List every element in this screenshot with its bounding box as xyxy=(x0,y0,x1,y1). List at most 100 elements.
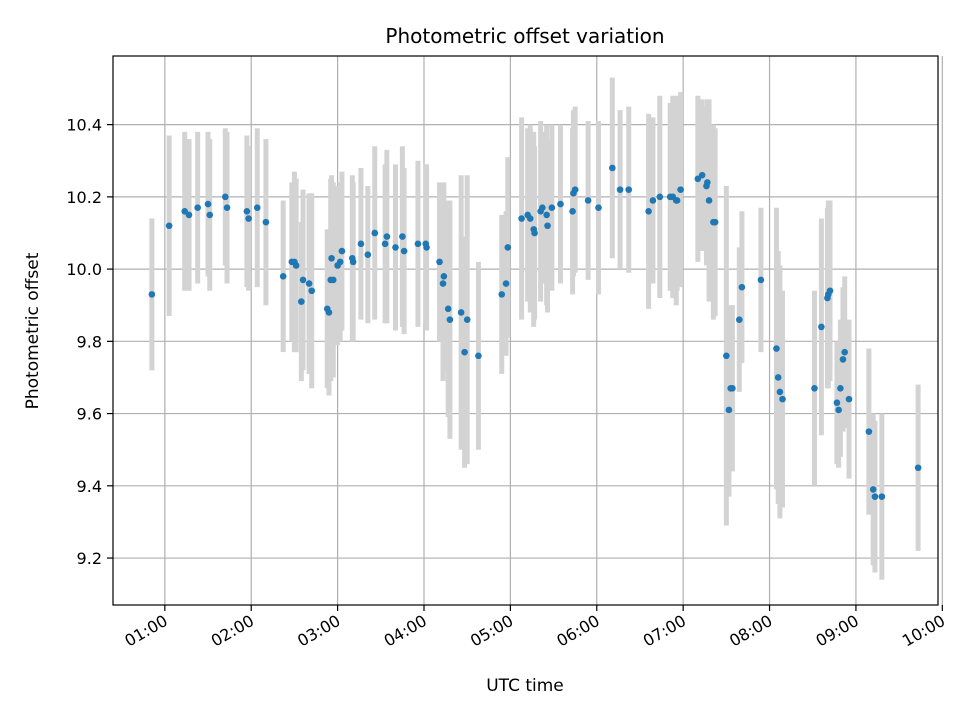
data-point xyxy=(584,197,592,204)
data-point xyxy=(649,197,657,204)
data-point xyxy=(181,208,189,215)
data-point xyxy=(616,186,624,193)
data-point xyxy=(869,486,877,493)
data-point xyxy=(569,208,576,215)
y-tick-label: 10.2 xyxy=(66,188,102,207)
data-point xyxy=(308,287,315,295)
data-point xyxy=(253,204,261,211)
data-point xyxy=(526,215,534,222)
data-point xyxy=(625,186,633,193)
data-point xyxy=(835,406,842,414)
data-point xyxy=(914,464,922,472)
data-point xyxy=(423,244,430,251)
data-point xyxy=(364,251,372,258)
data-point xyxy=(298,298,305,305)
data-point xyxy=(531,229,538,237)
data-point xyxy=(677,186,684,193)
data-point xyxy=(818,323,825,331)
data-point xyxy=(776,388,784,396)
data-point xyxy=(571,186,579,193)
data-point xyxy=(673,197,681,204)
data-point xyxy=(371,229,379,237)
data-point xyxy=(656,193,664,201)
data-point xyxy=(463,316,471,323)
data-point xyxy=(723,352,730,360)
data-point xyxy=(349,258,357,266)
y-tick-label: 9.8 xyxy=(77,332,102,351)
data-point xyxy=(165,222,173,230)
data-point xyxy=(436,258,443,266)
data-point xyxy=(725,406,733,414)
data-point xyxy=(475,352,482,360)
data-point xyxy=(305,280,313,287)
data-point xyxy=(357,240,365,248)
data-point xyxy=(557,200,564,208)
data-point xyxy=(392,244,399,251)
data-point xyxy=(738,283,746,291)
data-point xyxy=(544,222,551,230)
data-point xyxy=(329,276,337,284)
data-point xyxy=(457,309,465,316)
data-points xyxy=(148,164,922,500)
data-point xyxy=(223,204,231,211)
data-point xyxy=(518,215,525,222)
data-point xyxy=(779,395,786,403)
data-point xyxy=(414,240,422,248)
y-tick-label: 9.2 xyxy=(77,549,102,568)
data-point xyxy=(705,197,713,204)
y-axis: 9.2 9.4 9.6 9.8 10.0 10.2 10.4 xyxy=(66,116,113,568)
y-axis-label: Photometric offset xyxy=(23,252,43,409)
data-point xyxy=(185,211,193,219)
data-point xyxy=(328,254,335,262)
data-point xyxy=(439,280,447,287)
data-point xyxy=(381,240,389,248)
data-point xyxy=(704,179,711,186)
data-point xyxy=(204,200,212,208)
data-point xyxy=(543,211,550,219)
data-point xyxy=(461,348,468,356)
data-point xyxy=(841,348,849,356)
data-point xyxy=(871,493,879,500)
data-point xyxy=(222,193,229,201)
data-point xyxy=(539,204,546,211)
data-point xyxy=(206,211,214,219)
plot-frame xyxy=(112,55,939,606)
data-point xyxy=(440,273,448,280)
data-point xyxy=(148,291,156,298)
data-point xyxy=(383,233,391,240)
data-point xyxy=(729,384,736,392)
data-point xyxy=(399,233,406,240)
data-point xyxy=(446,316,454,323)
x-axis-label: UTC time xyxy=(486,676,564,696)
data-point xyxy=(736,316,743,323)
data-point xyxy=(194,204,201,211)
y-tick-label: 10.4 xyxy=(66,116,102,135)
data-point xyxy=(336,258,344,266)
y-tick-label: 9.6 xyxy=(77,405,102,424)
data-point xyxy=(811,384,818,392)
data-point xyxy=(502,280,510,287)
data-point xyxy=(444,305,452,313)
data-point xyxy=(338,247,346,255)
data-point xyxy=(833,399,841,407)
chart-title: Photometric offset variation xyxy=(385,24,664,48)
data-point xyxy=(845,395,853,403)
data-point xyxy=(279,273,287,280)
data-point xyxy=(757,276,765,284)
data-point xyxy=(292,262,300,269)
data-point xyxy=(645,208,652,215)
data-point xyxy=(400,247,408,255)
data-point xyxy=(826,287,834,295)
y-tick-label: 10.0 xyxy=(66,260,102,279)
data-point xyxy=(865,428,873,435)
data-point xyxy=(694,175,702,183)
data-point xyxy=(837,384,844,392)
data-point xyxy=(595,204,602,211)
data-point xyxy=(774,374,782,381)
data-point xyxy=(548,204,556,211)
data-point xyxy=(609,164,616,172)
y-tick-label: 9.4 xyxy=(77,477,102,496)
data-point xyxy=(504,244,512,251)
data-point xyxy=(262,218,270,226)
